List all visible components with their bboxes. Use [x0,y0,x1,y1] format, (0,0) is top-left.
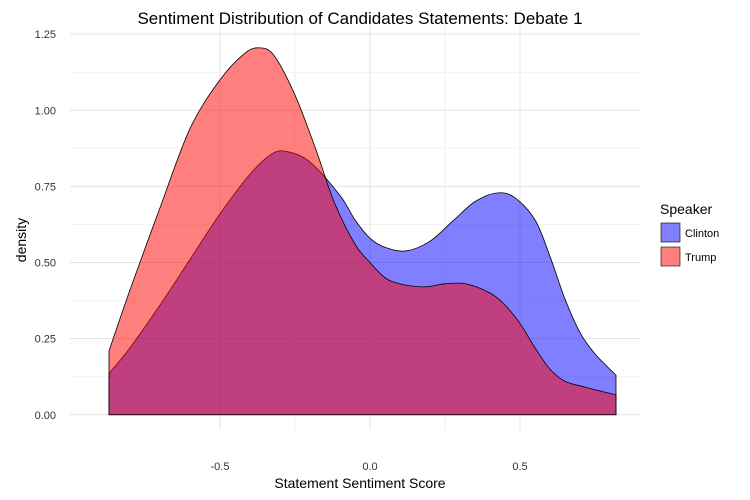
legend: Speaker Clinton Trump [660,201,719,267]
legend-swatch-clinton [660,222,681,243]
legend-swatch-trump [660,246,681,267]
y-axis-title: density [13,218,29,262]
y-tick-label: 1.00 [35,105,56,117]
x-tick-label: 0.5 [512,461,527,473]
y-tick-label: 1.25 [35,29,56,41]
y-tick-label: 0.75 [35,181,56,193]
y-tick-label: 0.00 [35,410,56,422]
y-tick-label: 0.25 [35,334,56,346]
x-axis-title: Statement Sentiment Score [274,475,445,491]
legend-label-clinton: Clinton [685,228,719,240]
y-tick-labels: 0.00 0.25 0.50 0.75 1.00 1.25 [35,29,56,422]
density-area-trump [108,47,617,416]
x-tick-labels: -0.5 0.0 0.5 [211,461,528,473]
chart-title: Sentiment Distribution of Candidates Sta… [137,9,582,28]
x-tick-label: -0.5 [211,461,230,473]
x-tick-label: 0.0 [362,461,377,473]
legend-label-trump: Trump [685,252,716,264]
y-tick-label: 0.50 [35,258,56,270]
legend-title: Speaker [660,201,712,217]
density-areas [108,47,617,416]
